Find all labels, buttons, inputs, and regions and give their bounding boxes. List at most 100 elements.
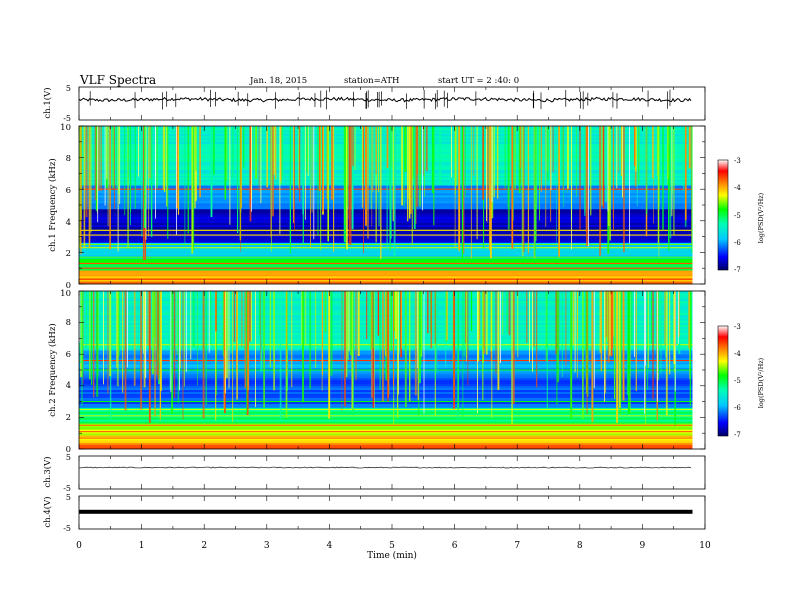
spectrogram-band [79,423,693,426]
spectrogram-band [79,274,693,277]
spectrogram-band [79,236,693,239]
spectrogram-band [79,415,693,418]
spectrogram-band [79,220,693,224]
spectrogram-band [79,264,693,267]
spectrogram-band [79,126,693,129]
spectrogram-band [79,266,693,269]
spectrogram-band [79,409,693,412]
spectrogram-band [79,250,693,253]
spectrogram-band [79,191,693,194]
spectrogram-band [79,431,693,434]
spectrogram-band [79,187,693,190]
spectrogram-band [79,254,693,257]
spectrogram-band [79,216,693,220]
spectrogram-band [79,244,693,247]
spectrogram-band [79,240,693,243]
figure-title: VLF Spectra [79,73,156,87]
ch1-ytick-bottom: -5 [63,114,71,123]
ch1-colorbar [717,159,729,271]
spectrogram-band [79,234,693,237]
ch1-freq-tick-4: 4 [66,218,71,228]
ch1-freq-tick-6: 6 [66,186,71,196]
x-tick-8: 8 [577,541,583,551]
ch1-waveform-trace [78,96,692,103]
ch1-ylabel: ch.1(V) [42,87,53,118]
ch2-freq-tick-2: 2 [66,413,71,423]
ch1-colorbar-tick-m4: -4 [734,184,741,192]
spectrogram-band [79,282,693,285]
ch1-spectrogram-image [79,126,705,285]
spectrogram-band [79,139,693,143]
spectrogram-band [79,147,693,150]
ch2-colorbar-tick-m6: -6 [734,404,741,412]
ch1-colorbar-tick-m6: -6 [734,239,741,247]
x-tick-4: 4 [327,541,333,551]
ch2-freq-tick-0: 0 [66,445,71,455]
spectrogram-band [79,419,693,422]
spectrogram-no-data [692,291,705,449]
ch2-spectrogram-panel: 0 2 4 6 8 10 ch.2 Frequency (kHz) -3 -4 … [47,289,765,455]
ch1-freq-tick-2: 2 [66,249,71,259]
spectrogram-band [79,179,693,182]
ch3-ytick-bottom: -5 [63,484,71,493]
ch2-freq-tick-8: 8 [66,318,71,328]
spectrogram-band [79,145,693,149]
spectrogram-band [79,169,693,172]
spectrogram-band [79,403,693,406]
ch1-colorbar-tick-m3: -3 [734,157,741,165]
spectrogram-band [79,417,693,420]
ch1-spectrogram-panel: 0 2 4 6 8 10 ch.1 Frequency (kHz) -3 -4 … [47,123,765,291]
x-tick-6: 6 [452,541,458,551]
spectrogram-band [79,210,693,214]
station-label: station=ATH [344,76,399,86]
spectrogram-band [79,260,693,263]
x-axis-label: Time (min) [367,550,417,561]
spectrogram-band [79,201,693,204]
spectrogram-band [79,161,693,164]
spectrogram-band [79,413,693,416]
spectrogram-band [79,278,693,281]
spectrogram-band [79,387,693,391]
ch1-colorbar-label: log(PSD(V²/Hz) [757,192,765,243]
spectrogram-band [79,199,693,202]
spectrogram-band [79,149,693,152]
spectrogram-band [79,185,693,188]
spectrogram-band [79,421,693,424]
spectrogram-band [79,389,693,393]
spectrogram-band [79,407,693,410]
x-axis-labels: 0 1 2 3 4 5 6 7 8 9 10 Time (min) [76,541,711,561]
spectrogram-band [79,399,693,402]
spectrogram-band [79,208,693,212]
spectrogram-band [79,238,693,241]
start-time-label: start UT = 2 :40: 0 [438,76,519,86]
spectrogram-band [79,435,693,438]
ch1-colorbar-tick-m5: -5 [734,212,741,220]
ch4-ylabel: ch.4(V) [42,496,53,527]
spectrogram-band [79,218,693,222]
spectrogram-band [79,381,693,385]
x-tick-0: 0 [76,541,82,551]
ch2-freq-tick-6: 6 [66,350,71,360]
x-tick-7: 7 [514,541,520,551]
spectrogram-band [79,206,693,210]
ch3-ylabel: ch.3(V) [42,456,53,487]
spectrogram-band [79,268,693,271]
spectrogram-band [79,195,693,198]
spectrogram-band [79,137,693,141]
spectrogram-band [79,427,693,430]
ch1-freq-tick-0: 0 [66,281,71,291]
spectrogram-band [79,214,693,218]
spectrogram-band [79,175,693,178]
spectrogram-band [79,230,693,233]
spectrogram-band [79,248,693,251]
ch2-colorbar-tick-m5: -5 [734,377,741,385]
spectrogram-band [79,439,693,442]
ch2-colorbar-tick-m4: -4 [734,350,741,358]
spectrogram-band [79,258,693,261]
ch4-ytick-top: 5 [66,493,71,502]
spectrogram-band [79,270,693,273]
spectrogram-band [79,252,693,255]
spectrogram-band [79,131,693,135]
spectrogram-band [79,226,693,229]
ch1-freq-tick-10: 10 [60,123,71,133]
